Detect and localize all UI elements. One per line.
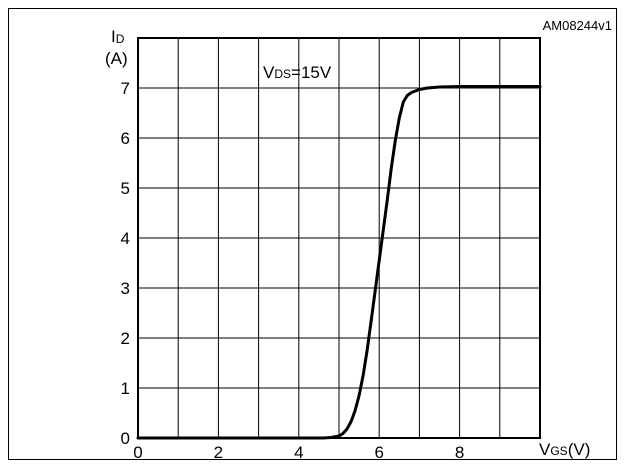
y-tick-label: 7: [121, 79, 130, 98]
condition-label-sub: DS: [274, 67, 291, 81]
x-axis-label-main: V: [539, 440, 551, 459]
y-tick-label: 5: [121, 179, 130, 198]
condition-label: VDS=15V: [263, 63, 332, 82]
y-tick-label: 6: [121, 129, 130, 148]
y-tick-label: 4: [121, 229, 130, 248]
id-vgs-curve: [136, 85, 542, 440]
tick-labels: 0 2 4 6 8 0 1 2 3 4 5 6 7: [121, 79, 465, 462]
y-tick-label: 0: [121, 429, 130, 448]
plot-area-border: [137, 37, 541, 439]
x-axis-label: VGS(V): [539, 440, 590, 459]
x-tick-label: 6: [374, 443, 383, 462]
y-axis-label-main: I: [111, 27, 116, 46]
condition-label-rest: =15V: [291, 63, 332, 82]
x-tick-label: 0: [133, 443, 142, 462]
y-axis-unit: (A): [105, 49, 128, 68]
condition-label-main: V: [263, 63, 275, 82]
y-axis-label-sub: D: [116, 32, 125, 46]
x-tick-label: 2: [214, 443, 223, 462]
chart-frame: [8, 8, 617, 460]
y-tick-label: 2: [121, 329, 130, 348]
figure-id: AM08244v1: [543, 18, 612, 33]
x-tick-label: 4: [294, 443, 303, 462]
y-axis-label: ID: [111, 27, 125, 46]
x-axis-label-sub: GS: [550, 444, 567, 458]
grid: [137, 37, 541, 439]
series-layer: [136, 85, 542, 440]
y-tick-label: 3: [121, 279, 130, 298]
x-axis-label-unit: (V): [568, 440, 591, 459]
y-tick-label: 1: [121, 379, 130, 398]
x-tick-label: 8: [455, 443, 464, 462]
